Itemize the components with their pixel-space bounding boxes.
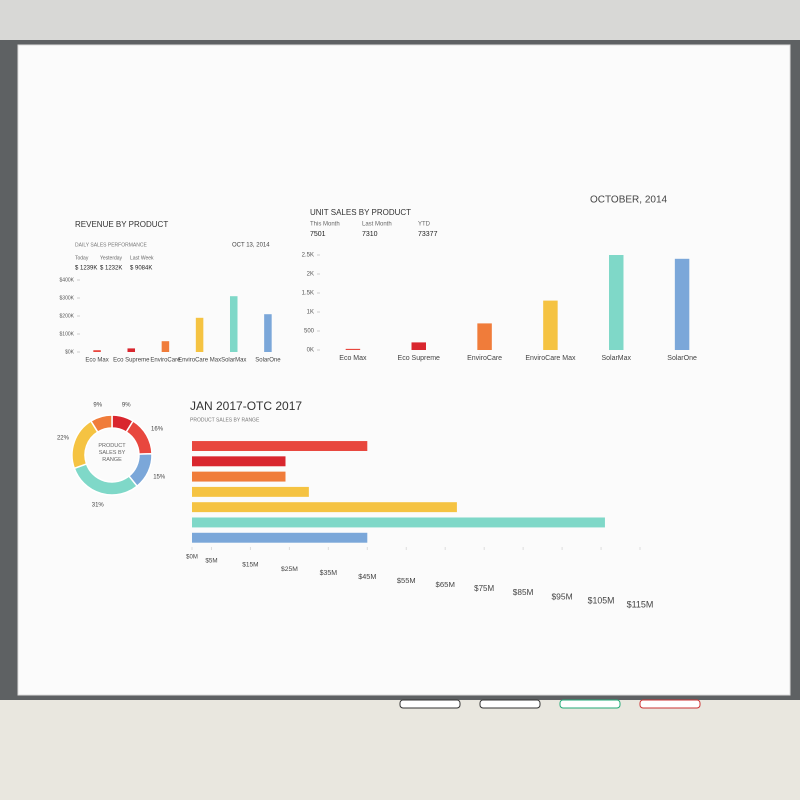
ceiling [0,0,800,40]
x-tick-label: EnviroCare Max [178,358,221,364]
y-tick-label: $400K [60,277,75,283]
bar [161,341,170,352]
x-tick-label: SolarOne [255,358,281,364]
x-tick-label: EnviroCare [150,358,181,364]
stat-label: This Month [310,222,340,228]
bar [674,258,690,350]
marker [559,699,621,709]
center-label: PRODUCT SALES BY RANGE [98,443,126,463]
x-tick-label: $55M [397,576,416,585]
slice-label: 9% [93,403,102,409]
x-tick-label: Eco Max [85,358,108,364]
slice-label: 9% [122,403,131,409]
marker [639,699,701,709]
whiteboard [17,44,791,696]
x-tick-label: $95M [551,591,572,601]
x-tick-label: $45M [358,572,376,581]
center-label-box: PRODUCT SALES BY RANGE [98,443,126,463]
x-tick-label: $0M [186,555,198,561]
x-tick-label: Eco Supreme [113,358,150,364]
bar [192,441,368,451]
bar [411,342,426,350]
y-tick-label: 1K [307,310,314,316]
y-tick-label: 500 [304,329,315,335]
x-tick-label: $75M [474,584,494,593]
stat-value: $ 1232K [100,266,122,272]
cabinet [0,700,800,800]
date-label: OCT 13, 2014 [232,243,270,249]
stat-value: 73377 [418,231,438,238]
x-tick-label: SolarMax [601,355,631,362]
slice-label: 16% [151,427,164,433]
stat-label: Last Month [362,222,392,228]
bar [264,314,272,352]
x-tick-label: $25M [281,566,298,573]
y-tick-label: 1.5K [302,291,314,297]
stat-value: $ 1239K [75,266,97,272]
bar [609,255,624,350]
slice-label: 15% [153,474,166,480]
x-tick-label: $65M [436,580,455,589]
chart-title: JAN 2017-OTC 2017 [190,399,302,413]
stat-label: Today [75,255,89,261]
stat-label: YTD [418,222,431,228]
bar [192,456,286,467]
x-tick-label: $105M [588,595,615,605]
x-tick-label: $115M [627,599,654,609]
y-tick-label: 2K [307,272,314,278]
x-tick-label: $35M [320,570,338,577]
x-tick-label: $5M [205,558,217,565]
y-tick-label: $200K [60,313,75,319]
stat-value: 7310 [362,231,378,238]
stat-value: $ 9084K [130,266,152,272]
bar [192,486,309,497]
stat-label: Yesterday [100,255,123,261]
slice-label: 31% [92,503,105,509]
chart-title: REVENUE BY PRODUCT [75,220,168,229]
stat-label: Last Week [130,255,154,261]
date-label: OCTOBER, 2014 [590,195,668,206]
marker [479,699,541,709]
bar [127,348,136,352]
bar [477,323,492,350]
bar [345,348,361,350]
bar [229,296,238,352]
y-tick-label: 2.5K [302,253,314,259]
donut-slice [89,414,113,434]
bar [192,517,605,528]
bar [192,471,286,482]
x-tick-label: EnviroCare [467,355,502,362]
x-tick-label: $85M [513,588,534,597]
x-tick-label: EnviroCare Max [525,355,576,362]
bar [93,350,101,352]
bar [192,532,368,543]
stat-value: 7501 [310,231,326,238]
x-tick-label: SolarOne [667,355,697,362]
bar [192,502,457,513]
marker [399,699,461,709]
x-tick-label: $15M [242,562,258,569]
x-tick-label: Eco Supreme [398,355,441,362]
y-tick-label: 0K [307,348,314,354]
x-tick-label: Eco Max [339,355,367,362]
bar [543,300,558,350]
y-tick-label: $100K [60,331,75,337]
x-tick-label: SolarMax [221,358,246,364]
chart-subtitle: DAILY SALES PERFORMANCE [75,242,147,248]
slice-label: 22% [57,435,70,441]
chart-title: UNIT SALES BY PRODUCT [310,208,411,217]
y-tick-label: $300K [60,295,75,301]
chart-subtitle: PRODUCT SALES BY RANGE [190,417,260,423]
bar [195,317,204,352]
y-tick-label: $0K [65,349,75,355]
